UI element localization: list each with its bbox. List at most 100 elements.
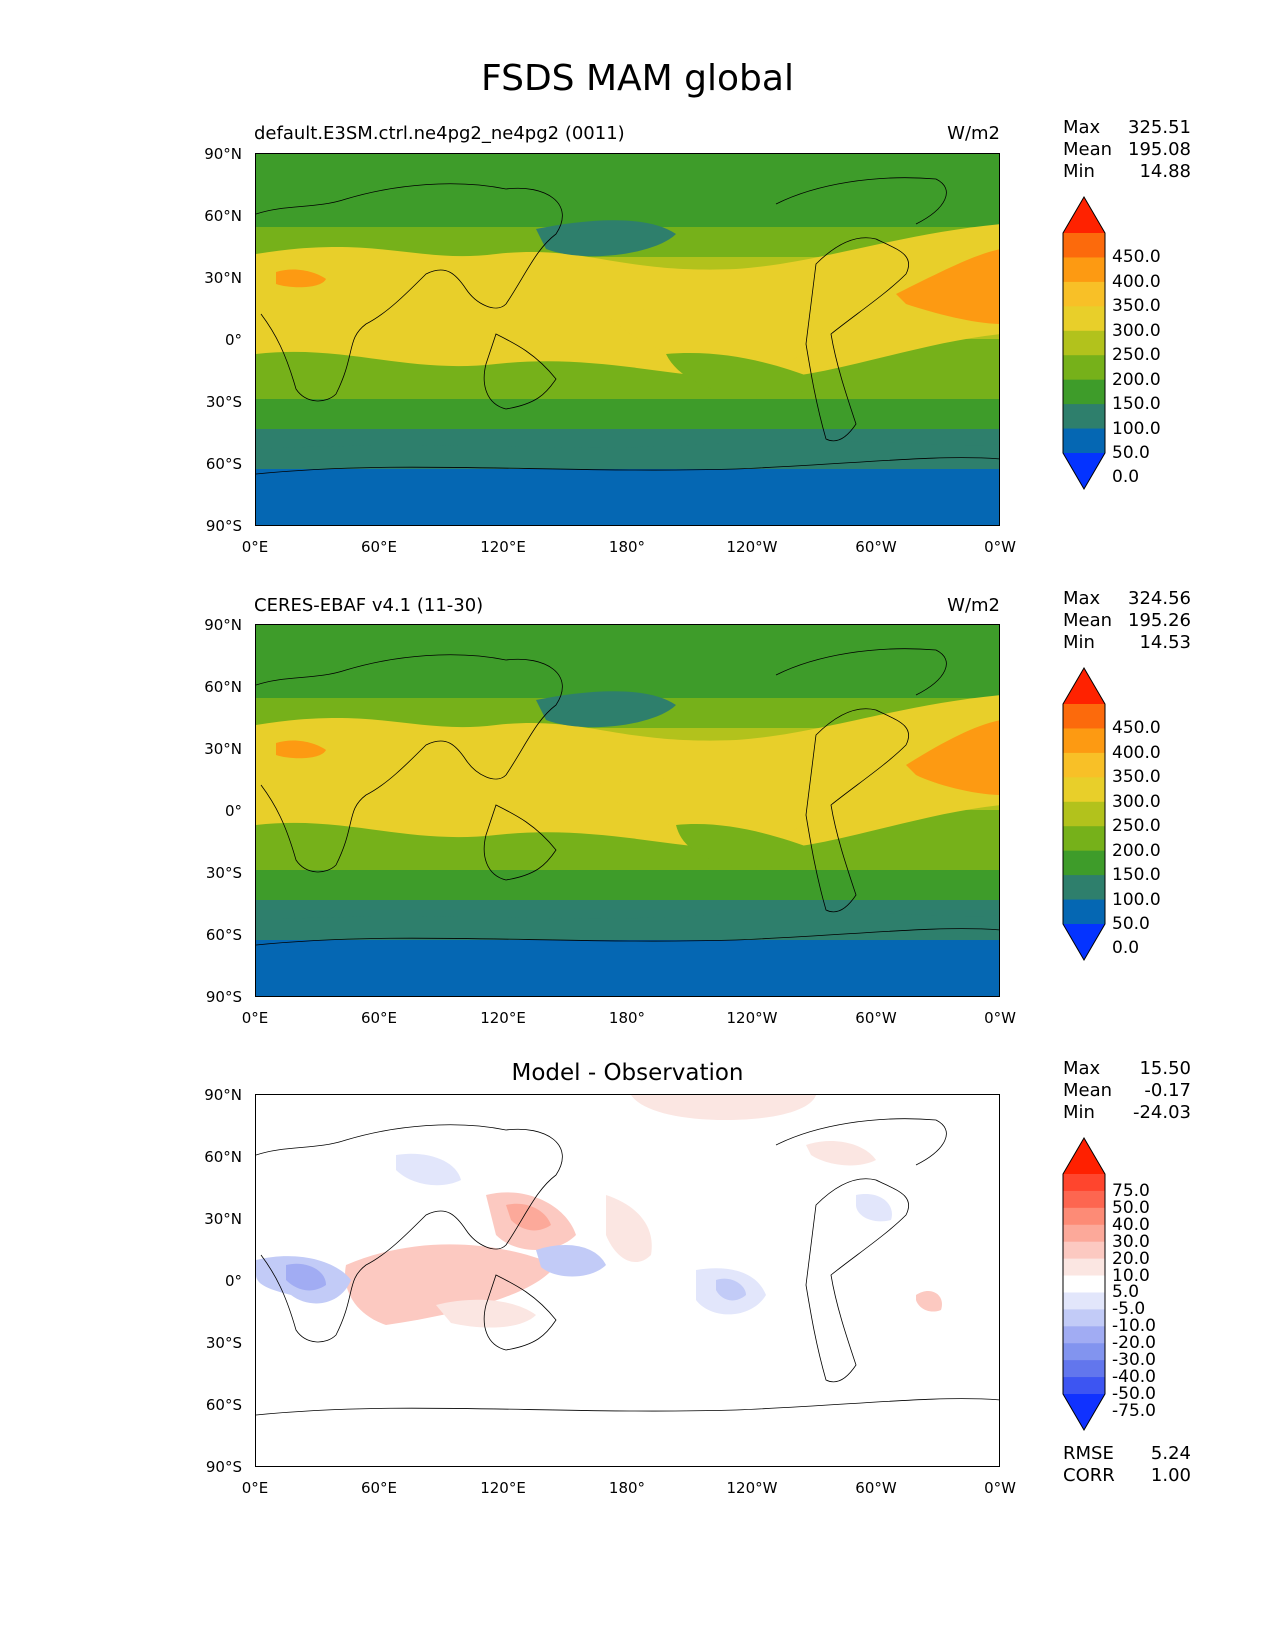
panel-3-difference-patches <box>256 1095 942 1328</box>
figure-title: FSDS MAM global <box>481 58 794 99</box>
stat-label: Max <box>1063 117 1101 138</box>
colorbar-segment <box>1063 330 1105 356</box>
colorbar-outline <box>1062 1137 1106 1431</box>
colorbar-tick-label: -30.0 <box>1112 1350 1156 1371</box>
colorbar-tick-label: 150.0 <box>1112 865 1161 886</box>
colorbar-tick-label: 300.0 <box>1112 791 1161 812</box>
lat-tick: 90°N <box>204 616 242 634</box>
colorbar-tick-label: 20.0 <box>1112 1248 1150 1269</box>
colorbar-bottom-extension <box>1063 924 1105 960</box>
stat-value: 15.50 <box>1139 1058 1191 1079</box>
colorbar-tick-label: 350.0 <box>1112 767 1161 788</box>
lon-tick: 60°W <box>855 1009 897 1027</box>
stat-value: -24.03 <box>1132 1102 1191 1123</box>
colorbar-tick-label: 50.0 <box>1112 914 1150 934</box>
colorbar-segment <box>1063 1377 1105 1395</box>
panel-3-error-stats: RMSE 5.24 CORR 1.00 <box>1063 1443 1191 1487</box>
colorbar-segment <box>1063 777 1105 803</box>
colorbar-tick-label: 10.0 <box>1112 1265 1150 1286</box>
colorbar-segment <box>1063 233 1105 258</box>
colorbar-tick-label: 150.0 <box>1112 394 1161 415</box>
stat-value: 324.56 <box>1128 588 1191 609</box>
panel-1-map-svg <box>256 154 999 525</box>
lat-tick: 0° <box>224 802 242 820</box>
stat-label: Min <box>1063 632 1095 653</box>
panel-1-title-left: default.E3SM.ctrl.ne4pg2_ne4pg2 (0011) <box>254 123 625 144</box>
panel-1-stats: Max 325.51 Mean 195.08 Min 14.88 <box>1063 117 1191 183</box>
lat-tick: 0° <box>224 331 242 349</box>
lon-tick: 0°E <box>241 1479 269 1497</box>
colorbar-tick-label: 30.0 <box>1112 1231 1150 1252</box>
colorbar-tick-label: 75.0 <box>1112 1180 1150 1201</box>
lat-tick: 60°S <box>205 926 242 944</box>
stat-label: Min <box>1063 161 1095 182</box>
lon-tick: 0°E <box>241 538 269 556</box>
stat-value: 195.26 <box>1128 610 1191 631</box>
panel-3-map <box>255 1094 1000 1467</box>
colorbar-segment <box>1063 379 1105 405</box>
colorbar-segment <box>1063 1309 1105 1327</box>
colorbar-tick-label: 100.0 <box>1112 889 1161 910</box>
colorbar-tick-label: -20.0 <box>1112 1333 1156 1354</box>
lat-tick: 30°S <box>205 393 242 411</box>
colorbar-tick-label: 400.0 <box>1112 271 1161 292</box>
lon-tick: 180° <box>608 1479 646 1497</box>
colorbar-segment <box>1063 752 1105 778</box>
panel-2-colorbar: 450.0 400.0 350.0 300.0 250.0 200.0 150.0 100.0… <box>1062 667 1161 965</box>
lat-tick: 90°S <box>205 517 242 535</box>
stat-value: -0.17 <box>1144 1080 1191 1101</box>
colorbar-tick-label: 50.0 <box>1112 443 1150 463</box>
colorbar-tick-label: 200.0 <box>1112 369 1161 390</box>
panel-3-colorbar: 75.0 50.0 40.0 30.0 20.0 10.0 5.0 -5.0 -10.0 -20.… <box>1062 1137 1156 1435</box>
lon-tick: 60°W <box>855 538 897 556</box>
colorbar-tick-label: 0.0 <box>1112 938 1140 959</box>
stat-corr: CORR 1.00 <box>1063 1465 1191 1487</box>
colorbar-tick-label: -10.0 <box>1112 1316 1156 1337</box>
panel-1-colorbar: 450.0 400.0 350.0 300.0 250.0 200.0 150.0 100.0… <box>1062 196 1161 494</box>
colorbar-tick-label: 200.0 <box>1112 840 1161 861</box>
stat-label: Max <box>1063 1058 1101 1079</box>
stat-max: Max 325.51 <box>1063 117 1191 139</box>
lon-tick: 60°E <box>360 1009 398 1027</box>
colorbar-segment <box>1063 1326 1105 1344</box>
colorbar-top-extension <box>1063 197 1105 233</box>
panel-1-coastlines <box>256 177 999 475</box>
colorbar-segment <box>1063 1224 1105 1243</box>
stat-max: Max 324.56 <box>1063 588 1191 610</box>
panel-2-units: W/m2 <box>947 595 1000 616</box>
colorbar-tick-label: 0.0 <box>1112 467 1140 488</box>
colorbar-bottom-extension <box>1063 453 1105 489</box>
colorbar-tick-label: 250.0 <box>1112 816 1161 837</box>
lat-tick: 90°S <box>205 988 242 1006</box>
lon-tick: 0°W <box>984 1009 1016 1027</box>
stat-mean: Mean 195.08 <box>1063 139 1191 161</box>
lat-tick: 30°N <box>204 740 242 758</box>
colorbar-segment <box>1063 899 1105 925</box>
stat-label: Mean <box>1063 1080 1113 1101</box>
lon-tick: 60°W <box>855 1479 897 1497</box>
stat-label: Max <box>1063 588 1101 609</box>
colorbar-tick-label: 300.0 <box>1112 320 1161 341</box>
panel-2-stats: Max 324.56 Mean 195.26 Min 14.53 <box>1063 588 1191 654</box>
stat-value: 5.24 <box>1150 1443 1191 1464</box>
stat-value: 325.51 <box>1128 117 1191 138</box>
lon-tick: 120°E <box>480 538 526 556</box>
colorbar-segment <box>1063 281 1105 307</box>
stat-value: 14.88 <box>1139 161 1191 182</box>
panel-1-units: W/m2 <box>947 123 1000 144</box>
stat-label: Mean <box>1063 610 1113 631</box>
stat-label: Mean <box>1063 139 1113 160</box>
lat-tick: 90°N <box>204 1086 242 1104</box>
colorbar-segment <box>1063 257 1105 283</box>
lon-tick: 0°E <box>241 1009 269 1027</box>
colorbar-tick-label: 40.0 <box>1112 1214 1150 1235</box>
colorbar-segment <box>1063 1241 1105 1260</box>
panel-3-coastlines <box>256 1118 999 1416</box>
lat-tick: 60°S <box>205 1396 242 1414</box>
colorbar-segment <box>1063 428 1105 454</box>
stat-mean: Mean 195.26 <box>1063 610 1191 632</box>
panel-2-map <box>255 624 1000 997</box>
colorbar-svg <box>1062 196 1106 490</box>
panel-1-map <box>255 153 1000 526</box>
lat-tick: 60°N <box>204 1148 242 1166</box>
